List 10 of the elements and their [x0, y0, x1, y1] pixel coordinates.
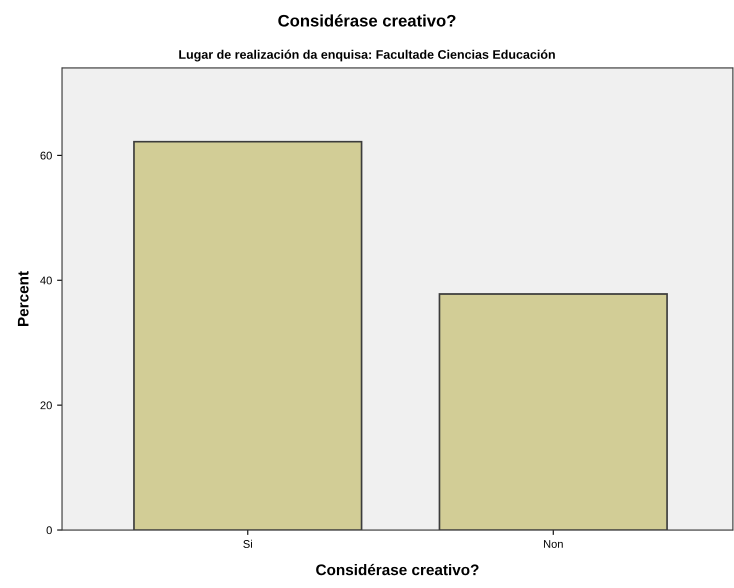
y-tick-label: 20: [40, 401, 52, 410]
x-tick-label: Non: [544, 540, 563, 548]
y-tick-label: 60: [40, 152, 52, 160]
y-axis-title: Percent: [18, 271, 29, 326]
chart-subtitle: Lugar de realización da enquisa: Facultade Ciencias Educación: [179, 50, 555, 62]
x-tick-label: Si: [243, 540, 252, 548]
x-axis-title: Considérase creativo?: [316, 564, 479, 576]
y-tick-label: 40: [40, 276, 52, 284]
chart-title: Considérase creativo?: [278, 14, 456, 27]
y-tick-label: 0: [46, 526, 52, 534]
